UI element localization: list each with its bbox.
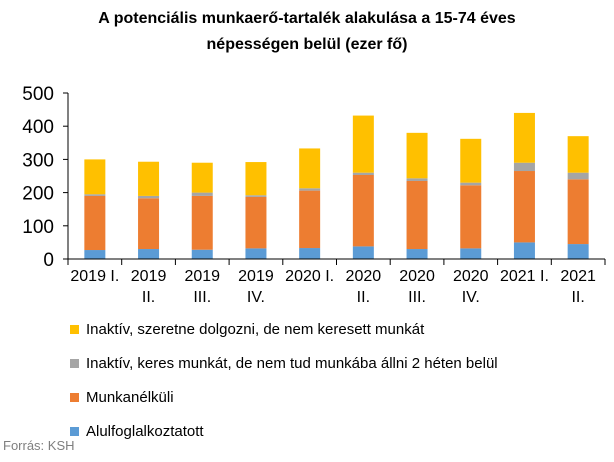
- legend-label: Inaktív, keres munkát, de nem tud munkáb…: [86, 355, 498, 372]
- bar-segment: [299, 188, 321, 191]
- chart-title: A potenciális munkaerő-tartalék alakulás…: [0, 6, 614, 58]
- x-tick-label: 2020: [346, 268, 382, 285]
- x-tick-label: 2020: [453, 268, 489, 285]
- bar-segment: [567, 172, 589, 180]
- x-tick-label: 2019: [131, 268, 167, 285]
- legend-swatch: [70, 359, 79, 368]
- bar-segment: [406, 132, 428, 179]
- chart-legend: Inaktív, szeretne dolgozni, de nem keres…: [70, 321, 498, 457]
- bar-segment: [352, 115, 374, 173]
- x-tick-label: 2021: [560, 268, 596, 285]
- legend-swatch: [70, 325, 79, 334]
- bar-segment: [245, 196, 267, 249]
- x-tick-label: 2020 I.: [285, 268, 334, 285]
- stacked-bar-chart: 0 100 200 300 400 500 2019 I. 2019 II. 2019 III. 20…: [22, 84, 606, 306]
- bar-segment: [84, 195, 106, 251]
- x-tick-label: II.: [571, 289, 584, 306]
- bar-segment: [191, 249, 213, 259]
- x-tick-label: IV.: [462, 289, 480, 306]
- x-tick-label: 2019: [184, 268, 220, 285]
- bar-segment: [513, 112, 535, 163]
- bar-segment: [513, 162, 535, 172]
- legend-item: Alulfoglalkoztatott: [70, 423, 498, 440]
- bar-segment: [460, 185, 482, 249]
- bar-segment: [191, 162, 213, 193]
- y-tick-label: 100: [22, 217, 54, 238]
- bar-segment: [406, 249, 428, 259]
- bar-segment: [460, 138, 482, 183]
- legend-item: Inaktív, keres munkát, de nem tud munkáb…: [70, 355, 498, 372]
- source-note: Forrás: KSH: [3, 438, 75, 453]
- x-tick-label: II.: [142, 289, 155, 306]
- x-tick-label: III.: [193, 289, 211, 306]
- bar-segment: [245, 162, 267, 196]
- bar-segment: [299, 190, 321, 249]
- legend-label: Munkanélküli: [86, 389, 174, 406]
- y-tick-label: 0: [43, 250, 54, 271]
- legend-swatch: [70, 427, 79, 436]
- bar-segment: [406, 178, 428, 181]
- legend-label: Alulfoglalkoztatott: [86, 423, 204, 440]
- bar-segment: [84, 250, 106, 259]
- x-tick-label: 2021 I.: [500, 268, 549, 285]
- x-tick-label: 2019 I.: [70, 268, 119, 285]
- bar-segment: [84, 159, 106, 195]
- bar-segment: [299, 148, 321, 189]
- bar-segment: [460, 182, 482, 186]
- bar-segment: [299, 248, 321, 259]
- bar-segment: [352, 246, 374, 259]
- bar-segment: [567, 179, 589, 245]
- bar-segment: [567, 244, 589, 259]
- bar-segment: [406, 180, 428, 250]
- x-tick-label: 2019: [238, 268, 274, 285]
- bar-segment: [245, 248, 267, 259]
- bar-segment: [138, 198, 160, 250]
- x-tick-label: IV.: [247, 289, 265, 306]
- x-tick-label: 2020: [399, 268, 435, 285]
- bar-segment: [138, 249, 160, 259]
- bar-segment: [191, 195, 213, 250]
- bar-segment: [245, 195, 267, 197]
- bar-segment: [352, 175, 374, 247]
- bar-segment: [138, 161, 160, 196]
- chart-title-line-1: A potenciális munkaerő-tartalék alakulás…: [98, 10, 516, 27]
- x-tick-label: III.: [408, 289, 426, 306]
- bar-segment: [567, 136, 589, 173]
- x-tick-label: II.: [357, 289, 370, 306]
- bar-segment: [352, 172, 374, 176]
- y-tick-label: 400: [22, 117, 54, 138]
- y-tick-label: 500: [22, 84, 54, 105]
- bar-segment: [460, 248, 482, 259]
- bar-segment: [513, 242, 535, 259]
- bar-segment: [191, 192, 213, 196]
- bar-segment: [138, 195, 160, 199]
- legend-item: Munkanélküli: [70, 389, 498, 406]
- chart-title-line-2: népességen belül (ezer fő): [206, 36, 408, 53]
- legend-label: Inaktív, szeretne dolgozni, de nem keres…: [86, 321, 425, 338]
- legend-swatch: [70, 393, 79, 402]
- bar-segment: [84, 194, 106, 196]
- bar-segment: [513, 171, 535, 243]
- legend-item: Inaktív, szeretne dolgozni, de nem keres…: [70, 321, 498, 338]
- y-tick-label: 300: [22, 150, 54, 171]
- y-tick-label: 200: [22, 184, 54, 205]
